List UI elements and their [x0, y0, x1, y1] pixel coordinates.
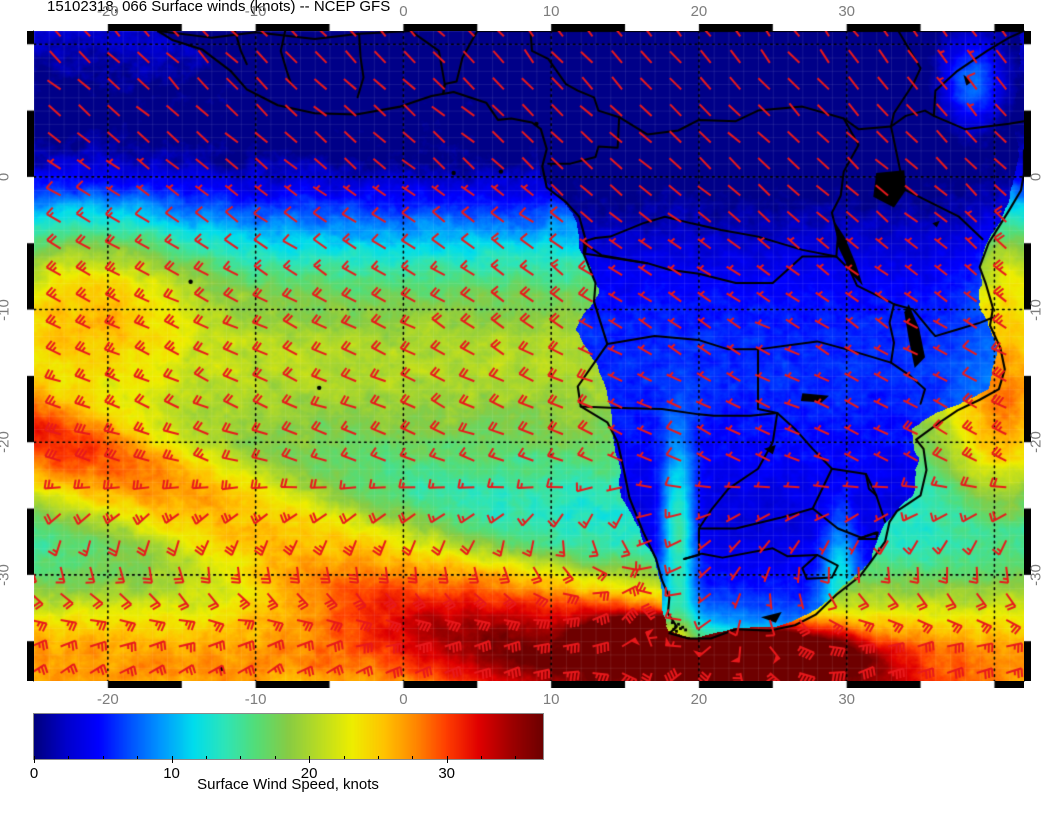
- map-plot-area: [34, 31, 1024, 681]
- wind-speed-map-canvas: [34, 31, 1024, 681]
- colorbar-minor-tick: [274, 756, 276, 759]
- x-axis-label-bottom-neg10: -10: [244, 691, 267, 708]
- y-axis-label-left-neg20: -20: [0, 431, 13, 454]
- colorbar-label-0: 0: [29, 765, 39, 782]
- colorbar-label-10: 10: [163, 765, 180, 782]
- colorbar-minor-tick: [68, 756, 70, 759]
- colorbar-tick-mark: [309, 759, 311, 763]
- colorbar-tick-mark: [171, 759, 173, 763]
- colorbar-minor-tick: [412, 756, 414, 759]
- x-axis-label-bottom-20: 20: [690, 691, 708, 708]
- colorbar-minor-tick: [171, 756, 173, 759]
- y-axis-label-right-neg10: -10: [1027, 298, 1045, 321]
- y-axis-label-left-neg30: -30: [0, 564, 13, 586]
- x-axis-label-top-neg20: -20: [97, 3, 119, 20]
- colorbar-minor-tick: [377, 756, 379, 759]
- y-axis-label-right-0: 0: [1027, 172, 1045, 182]
- x-axis-label-top-30: 30: [838, 3, 856, 20]
- x-axis-label-bottom-30: 30: [838, 691, 856, 708]
- colorbar-minor-tick: [515, 756, 517, 759]
- x-axis-label-top-20: 20: [690, 3, 708, 20]
- colorbar-canvas: [34, 714, 543, 759]
- colorbar-tick-mark: [34, 759, 35, 763]
- colorbar-caption: Surface Wind Speed, knots: [197, 776, 379, 793]
- y-axis-label-right-neg30: -30: [1027, 564, 1045, 586]
- x-axis-label-top-10: 10: [542, 3, 560, 20]
- colorbar-minor-tick: [309, 756, 311, 759]
- axis-ruler-top: [34, 24, 1024, 31]
- x-axis-label-bottom-neg20: -20: [97, 691, 119, 708]
- colorbar-tick-mark: [446, 759, 448, 763]
- x-axis-label-top-0: 0: [399, 3, 408, 20]
- y-axis-label-left-neg10: -10: [0, 298, 13, 321]
- colorbar: [34, 714, 543, 759]
- x-axis-label-bottom-10: 10: [542, 691, 560, 708]
- y-axis-label-left-0: 0: [0, 173, 13, 181]
- page-title: 15102318, 066 Surface winds (knots) -- N…: [47, 0, 391, 15]
- axis-ruler-bottom: [34, 681, 1024, 688]
- colorbar-minor-tick: [343, 756, 345, 759]
- colorbar-minor-tick: [446, 756, 448, 759]
- axis-ruler-left: [27, 31, 34, 681]
- colorbar-minor-tick: [240, 756, 242, 759]
- colorbar-label-20: 20: [300, 765, 318, 782]
- colorbar-minor-tick: [34, 756, 35, 759]
- y-axis-label-right-neg20: -20: [1027, 431, 1045, 454]
- colorbar-minor-tick: [137, 756, 139, 759]
- x-axis-label-top-neg10: -10: [244, 3, 267, 20]
- x-axis-label-bottom-0: 0: [399, 691, 408, 708]
- colorbar-minor-tick: [205, 756, 207, 759]
- colorbar-label-30: 30: [438, 765, 456, 782]
- colorbar-minor-tick: [481, 756, 483, 759]
- colorbar-minor-tick: [102, 756, 104, 759]
